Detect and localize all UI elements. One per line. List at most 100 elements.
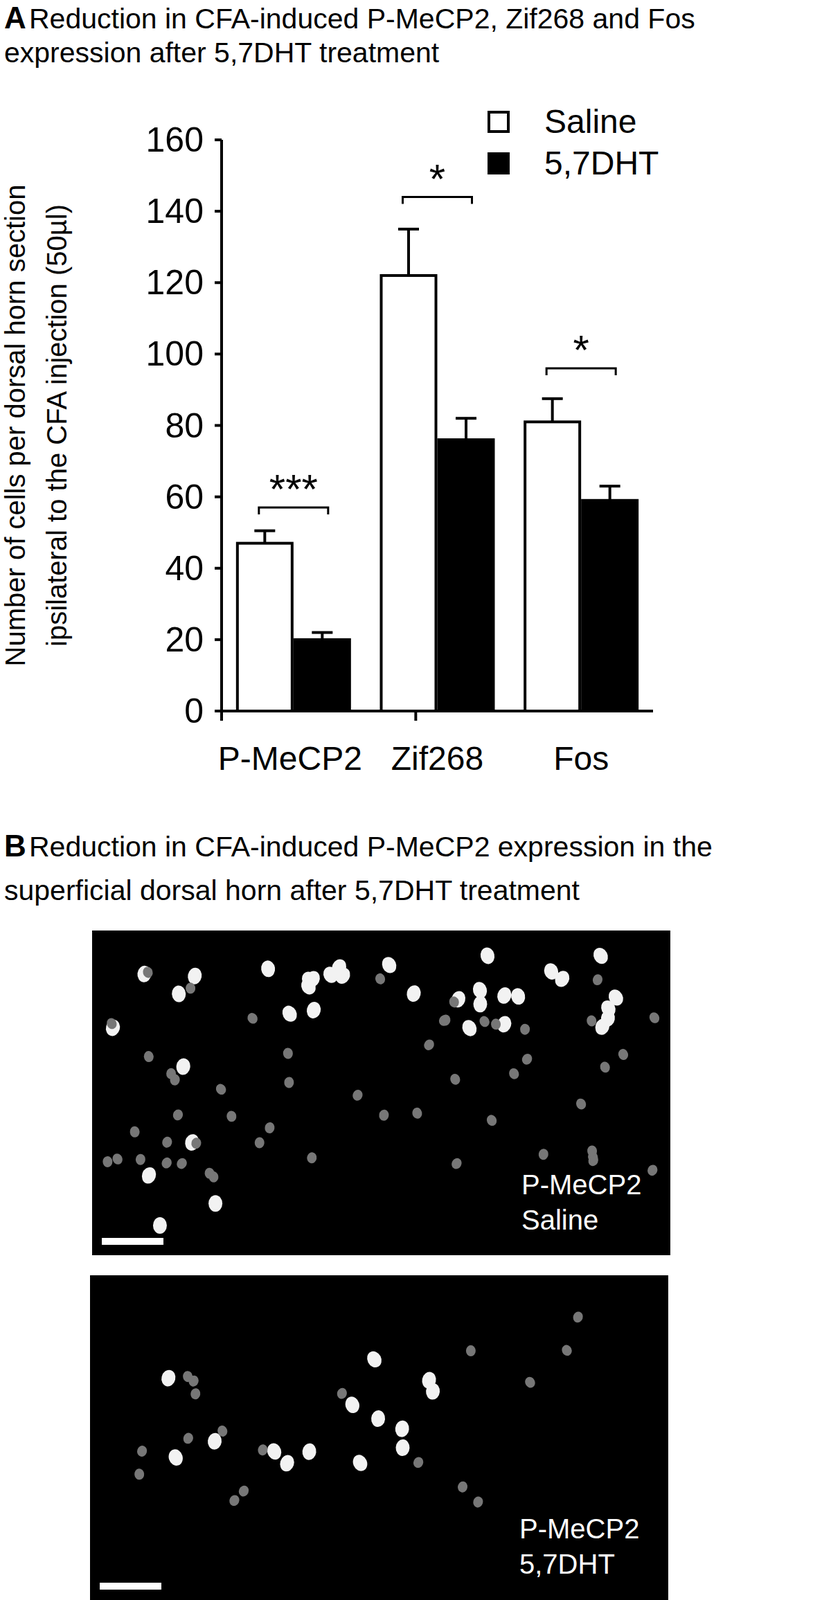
scale-bar [99,1583,162,1590]
cell [305,1000,323,1021]
title: superficial dorsal horn after 5,7DHT tre… [4,874,581,907]
cell [477,1014,491,1029]
x-tick-label: Fos [553,740,609,777]
error-line [464,418,468,440]
cell [143,1050,155,1063]
cell [605,987,627,1009]
cell [187,1374,201,1388]
cell [523,1375,538,1390]
cell [141,966,154,980]
cell [265,1441,284,1462]
cell [236,1484,250,1499]
bar [381,275,437,712]
legend-swatch [488,153,509,174]
panel-label: A [4,0,27,35]
cell [617,1047,630,1061]
cell [590,945,611,967]
cell [135,1444,149,1459]
cell [301,1443,318,1462]
cell [175,1156,190,1172]
error-line [551,398,554,423]
cell [343,1395,362,1415]
cell [364,1348,385,1370]
cell [182,1432,195,1446]
cell [507,1067,521,1081]
figure: AReduction in CFA-induced P-MeCP2, Zif26… [0,0,831,1600]
cell [520,1024,530,1036]
error-cap [254,529,275,533]
error-bar [599,486,621,501]
cell [370,1409,386,1428]
y-tick-label: 80 [164,406,204,446]
cell [213,1082,228,1097]
image-label: Saline [521,1204,599,1236]
cell [277,1453,296,1474]
cell [189,1387,202,1401]
cell [160,1135,174,1149]
error-bar [455,418,477,440]
cell [457,1480,469,1494]
cell [646,1163,660,1178]
cell [207,1171,219,1184]
cell [379,954,399,976]
cell [394,1420,410,1439]
cell [421,1038,436,1053]
cell [520,1052,534,1068]
cell [245,1011,260,1026]
image-background [92,930,671,1256]
y-tick-label: 40 [164,549,204,588]
cell [459,1017,480,1039]
cell [495,986,514,1006]
cell [263,1121,276,1135]
cell [448,1072,462,1087]
cell [110,1152,124,1167]
legend-label: Saline [544,103,637,140]
cell [436,1013,451,1029]
cell [591,972,604,987]
cell [105,1016,119,1031]
y-tick-label: 120 [146,263,204,302]
x-tick [414,711,417,721]
legend-label: 5,7DHT [544,144,659,182]
cell [484,1113,498,1128]
cell [350,1452,370,1474]
micrograph [92,930,671,1256]
y-tick-label: 0 [184,691,204,731]
cell [208,1195,223,1212]
cell [448,995,461,1009]
title: Reduction in CFA-induced P-MeCP2 express… [29,831,713,863]
cell [282,1047,293,1060]
cell [479,946,497,967]
bar [295,639,350,712]
error-cap [311,631,333,635]
cell [538,1148,550,1161]
cell [351,1088,364,1103]
cell [171,1108,185,1122]
image-label: P-MeCP2 [521,1169,642,1201]
y-axis [220,139,223,712]
bar [582,500,638,712]
cell [227,1493,241,1508]
micrograph [90,1275,669,1600]
cell [440,1014,452,1027]
bar [439,439,494,712]
cell [168,1074,181,1087]
cell [133,1468,145,1481]
cell [490,1018,502,1031]
y-tick-label: 60 [164,477,204,517]
bars [237,229,638,712]
error-cap [542,397,564,401]
cell [472,1495,485,1509]
cell [166,1448,185,1469]
cell [449,1156,464,1172]
error-bar [542,398,564,423]
cell [574,1096,588,1111]
cell [470,980,489,1001]
cell [320,964,341,986]
y-tick-label: 140 [146,191,204,231]
cell [279,1003,300,1025]
cell [378,1109,390,1122]
cell [412,1455,426,1470]
cell [184,982,196,995]
cell [175,1057,192,1077]
